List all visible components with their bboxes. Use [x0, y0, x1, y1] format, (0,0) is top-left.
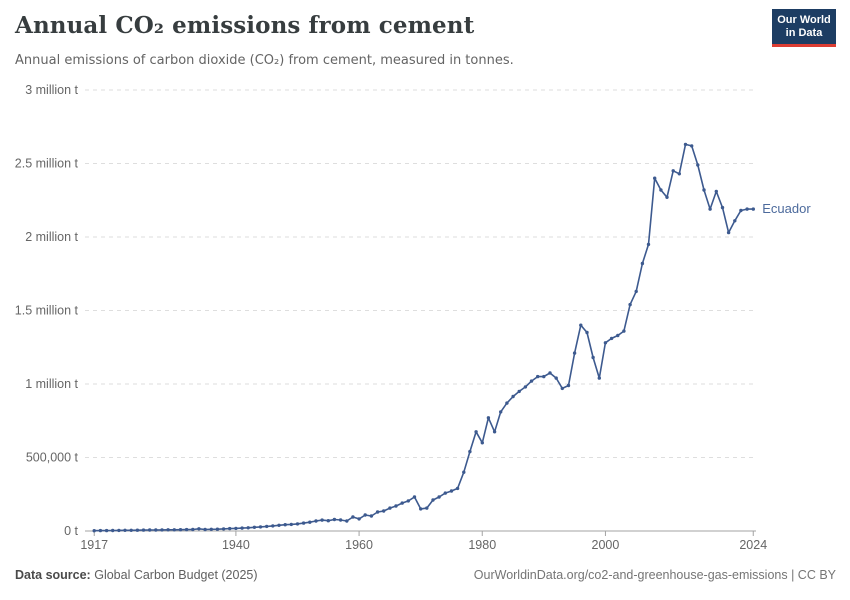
y-axis-label: 500,000 t: [26, 451, 79, 465]
attribution-link[interactable]: OurWorldinData.org/co2-and-greenhouse-ga…: [473, 568, 836, 582]
data-point-markers[interactable]: [92, 142, 756, 533]
x-axis-label: 1940: [222, 538, 250, 552]
owid-logo-line1: Our World: [777, 13, 831, 26]
x-axis-labels: 1917 1940 1960 1980 2000 2024: [80, 538, 767, 552]
page-title: Annual CO₂ emissions from cement: [15, 12, 475, 39]
y-axis-label: 0 t: [64, 524, 78, 538]
x-axis-label: 1980: [468, 538, 496, 552]
x-axis-label: 1917: [80, 538, 108, 552]
emissions-line[interactable]: [93, 143, 755, 532]
owid-logo[interactable]: Our World in Data: [772, 9, 836, 47]
chart-footer: Data source: Global Carbon Budget (2025)…: [0, 568, 850, 588]
owid-logo-line2: in Data: [785, 26, 823, 39]
data-source: Data source: Global Carbon Budget (2025): [15, 568, 258, 582]
gridlines: [85, 89, 756, 458]
x-axis-label: 1960: [345, 538, 373, 552]
y-axis-labels: 0 t 500,000 t 1 million t 1.5 million t 2 mi…: [15, 83, 79, 538]
data-source-label: Data source:: [15, 568, 91, 582]
data-source-value: Global Carbon Budget (2025): [94, 568, 258, 582]
y-axis-label: 2 million t: [25, 230, 78, 244]
chart-subtitle: Annual emissions of carbon dioxide (CO₂)…: [15, 53, 514, 68]
x-axis-label: 2024: [739, 538, 767, 552]
entity-label-ecuador[interactable]: Ecuador: [762, 201, 811, 216]
y-axis-label: 1.5 million t: [15, 304, 79, 318]
x-axis-label: 2000: [592, 538, 620, 552]
y-axis-label: 1 million t: [25, 377, 78, 391]
x-axis-tick-marks: [93, 531, 754, 536]
y-axis-label: 3 million t: [25, 83, 78, 97]
emissions-line-chart[interactable]: 1917 1940 1960 1980 2000 2024 0 t 500,000 t 1 mi…: [0, 80, 850, 560]
chart-area[interactable]: 1917 1940 1960 1980 2000 2024 0 t 500,000 t 1 mi…: [0, 80, 850, 560]
y-axis-label: 2.5 million t: [15, 157, 79, 171]
